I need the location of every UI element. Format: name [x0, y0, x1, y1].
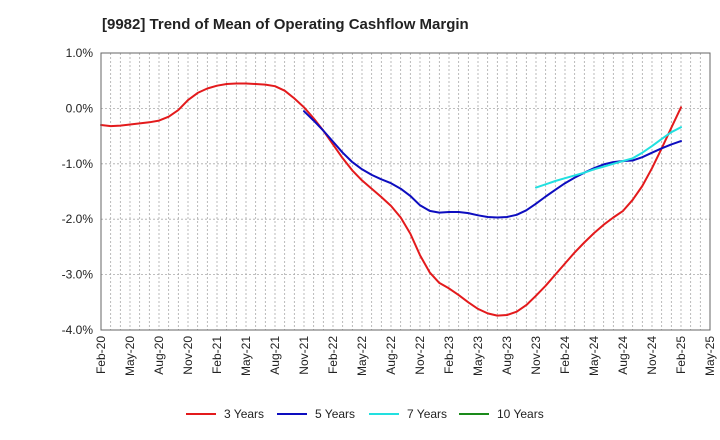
legend: 3 Years 5 Years 7 Years 10 Years: [186, 407, 544, 421]
y-tick-label: 1.0%: [66, 46, 94, 60]
x-tick-label: May-23: [471, 336, 485, 376]
y-tick-label: -3.0%: [62, 268, 94, 282]
y-tick-label: 0.0%: [66, 101, 94, 115]
x-tick-label: Nov-20: [181, 336, 195, 375]
x-tick-label: Feb-23: [442, 336, 456, 374]
x-tick-label: Aug-22: [384, 336, 398, 375]
x-tick-label: Feb-22: [326, 336, 340, 374]
series-lines: [100, 82, 682, 317]
x-tick-label: Feb-21: [210, 336, 224, 374]
legend-label-3-years: 3 Years: [224, 407, 264, 421]
legend-label-5-years: 5 Years: [315, 407, 355, 421]
plot-area: [100, 52, 711, 331]
chart-title: [9982] Trend of Mean of Operating Cashfl…: [102, 16, 469, 33]
x-tick-label: Nov-23: [529, 336, 543, 375]
y-tick-label: -1.0%: [62, 157, 94, 171]
x-tick-label: May-20: [123, 336, 137, 376]
x-axis: Feb-20 May-20 Aug-20 Nov-20 Feb-21 May-21 Aug-…: [94, 336, 717, 376]
x-tick-label: Nov-24: [645, 336, 659, 375]
x-tick-label: Aug-21: [268, 336, 282, 375]
x-tick-label: Feb-20: [94, 336, 108, 374]
series-line-7-years: [535, 126, 682, 189]
x-tick-label: Feb-24: [558, 336, 572, 374]
y-axis: 1.0% 0.0% -1.0% -2.0% -3.0% -4.0%: [62, 46, 94, 337]
y-tick-label: -4.0%: [62, 323, 94, 337]
x-tick-label: Nov-21: [297, 336, 311, 375]
series-line-3-years: [100, 82, 682, 317]
x-tick-label: May-21: [239, 336, 253, 376]
legend-label-10-years: 10 Years: [497, 407, 544, 421]
x-tick-label: Feb-25: [674, 336, 688, 374]
x-tick-label: May-25: [703, 336, 717, 376]
legend-label-7-years: 7 Years: [407, 407, 447, 421]
x-tick-label: Aug-24: [616, 336, 630, 375]
x-tick-label: Aug-23: [500, 336, 514, 375]
x-tick-label: Aug-20: [152, 336, 166, 375]
x-tick-label: May-24: [587, 336, 601, 376]
series-line-5-years: [303, 110, 682, 219]
y-tick-label: -2.0%: [62, 212, 94, 226]
x-tick-label: Nov-22: [413, 336, 427, 375]
x-tick-label: May-22: [355, 336, 369, 376]
